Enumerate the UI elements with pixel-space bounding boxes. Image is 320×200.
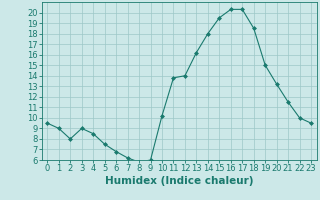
- X-axis label: Humidex (Indice chaleur): Humidex (Indice chaleur): [105, 176, 253, 186]
